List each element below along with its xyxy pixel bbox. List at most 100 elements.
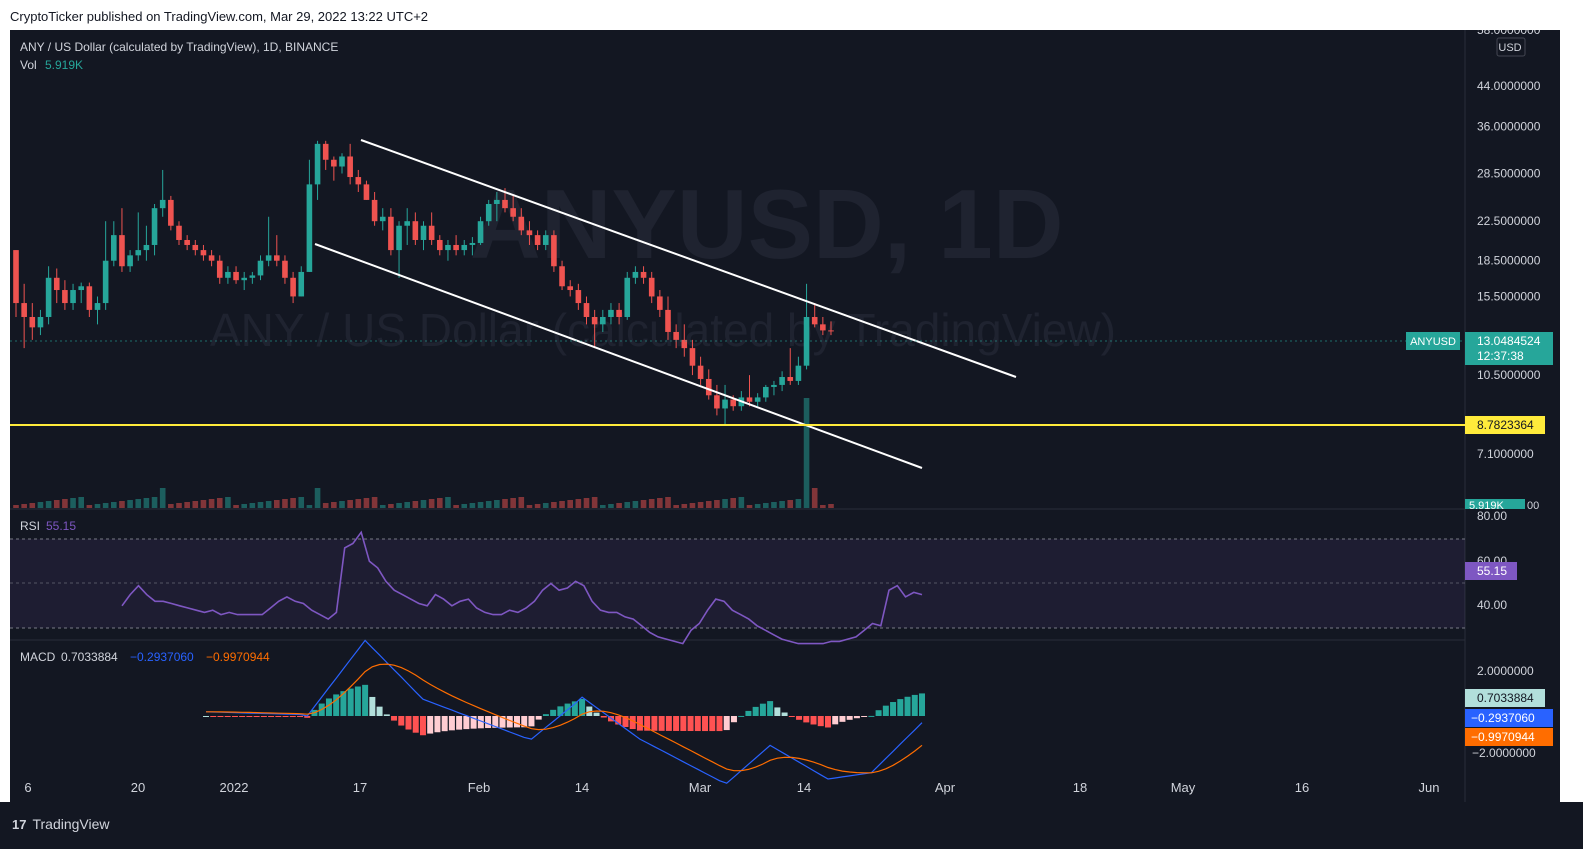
macd-hist-bar — [629, 716, 636, 730]
macd-hist-bar — [217, 716, 224, 717]
candle-body — [192, 244, 199, 251]
candle-body — [111, 235, 117, 261]
candle-body — [184, 239, 190, 245]
macd-hist-bar — [419, 716, 426, 736]
candle-body — [437, 239, 443, 251]
channel-lower-line — [314, 243, 923, 469]
candle-body — [159, 199, 166, 209]
macd-hist-bar — [485, 716, 492, 729]
volume-bar — [371, 497, 378, 508]
x-tick: 14 — [797, 780, 811, 795]
macd-hist-bar — [615, 716, 622, 725]
macd-hist-bar — [275, 716, 282, 717]
candle-body — [13, 250, 19, 304]
publish-bar: CryptoTicker published on TradingView.co… — [0, 0, 1583, 30]
volume-bar — [754, 504, 761, 508]
candle-body — [379, 216, 386, 222]
macd-hist-bar — [673, 716, 680, 731]
volume-bar — [45, 501, 52, 508]
channel-upper-line — [360, 139, 1017, 378]
macd-hist-bar — [347, 688, 354, 716]
chart-area[interactable]: ANYUSD, 1D ANY / US Dollar (calculated b… — [10, 23, 1560, 802]
volume-bar — [673, 505, 679, 508]
candle-body — [697, 365, 704, 379]
macd-hist-bar — [636, 716, 643, 731]
x-tick: Apr — [935, 780, 956, 795]
candle-body — [518, 216, 525, 231]
macd-hist-bar — [470, 716, 477, 729]
macd-hist-bar — [282, 716, 289, 717]
candle-body — [591, 316, 598, 325]
macd-hist-bar — [369, 696, 376, 716]
tradingview-logo[interactable]: 17 TradingView — [12, 816, 110, 832]
volume-bar — [290, 498, 296, 508]
candle-body — [461, 244, 468, 251]
macd-hist-bar — [297, 716, 304, 717]
price-axis-ticks: 58.0000000 44.0000000 36.0000000 28.5000000… — [1477, 23, 1541, 461]
chart-svg[interactable]: ANYUSD, 1D ANY / US Dollar (calculated b… — [10, 23, 1560, 802]
macd-hist-bar — [788, 716, 795, 717]
macd-hist-bar — [535, 716, 542, 720]
candle-body — [371, 199, 378, 222]
candle-body — [298, 271, 305, 297]
macd-hist-bar — [340, 691, 347, 716]
volume-bar — [249, 503, 256, 508]
candle-body — [347, 156, 353, 178]
macd-hist-bar — [579, 698, 586, 716]
last-symbol-badge — [1406, 332, 1460, 350]
candle-body — [355, 177, 362, 185]
volume-bar — [763, 503, 769, 508]
macd-hist-bar — [853, 716, 860, 719]
volume-bar — [787, 500, 794, 508]
volume-bar — [216, 498, 223, 508]
candle-body — [640, 271, 647, 278]
candle-body — [282, 260, 288, 278]
volume-bar — [616, 503, 622, 508]
macd-hist-bar — [774, 707, 781, 716]
candle-body — [306, 184, 313, 272]
candle-body — [249, 275, 256, 278]
macd-hist-bar — [268, 716, 275, 717]
macd-hist-bar — [333, 694, 340, 716]
candle-body — [363, 184, 370, 200]
volume-bar — [298, 497, 305, 508]
macd-hist-bar — [767, 701, 774, 716]
rsi-line — [121, 530, 923, 645]
volume-bar — [94, 504, 101, 508]
candle-body — [608, 309, 614, 317]
macd-histogram — [203, 684, 925, 736]
volume-bar — [257, 502, 264, 508]
volume-bar — [168, 504, 174, 508]
rsi-tick-40: 40.00 — [1477, 598, 1507, 612]
macd-hist-bar — [542, 714, 549, 716]
volume-bar — [648, 499, 655, 508]
countdown: 12:37:38 — [1477, 349, 1524, 363]
candle-body — [559, 266, 565, 287]
macd-hist-bar — [260, 716, 267, 717]
price-tick: 22.5000000 — [1477, 214, 1541, 228]
macd-hist-bar — [434, 716, 441, 733]
volume-bar — [306, 505, 313, 508]
candle-body — [290, 277, 296, 297]
volume-bar — [453, 505, 459, 508]
macd-hist-bar — [391, 716, 398, 721]
volume-bar — [192, 501, 199, 508]
candle-body — [168, 199, 174, 226]
candle-body — [551, 235, 557, 267]
macd-hist-bar — [557, 706, 564, 716]
volume-bar — [135, 499, 142, 508]
macd-hist-bar — [521, 716, 528, 728]
candle-body — [575, 290, 582, 304]
vol-label: Vol — [20, 58, 37, 72]
macd-hist-bar — [738, 715, 745, 717]
candle-body — [322, 143, 329, 160]
candle-body — [681, 339, 688, 349]
candle-body — [151, 208, 158, 245]
vol-badge — [1465, 499, 1525, 509]
macd-badge — [1465, 709, 1553, 727]
currency-label: USD — [1498, 42, 1521, 54]
price-tick: 36.0000000 — [1477, 119, 1541, 133]
volume-bar — [681, 504, 688, 508]
x-tick: Jun — [1419, 780, 1440, 795]
volume-bar — [591, 497, 598, 508]
